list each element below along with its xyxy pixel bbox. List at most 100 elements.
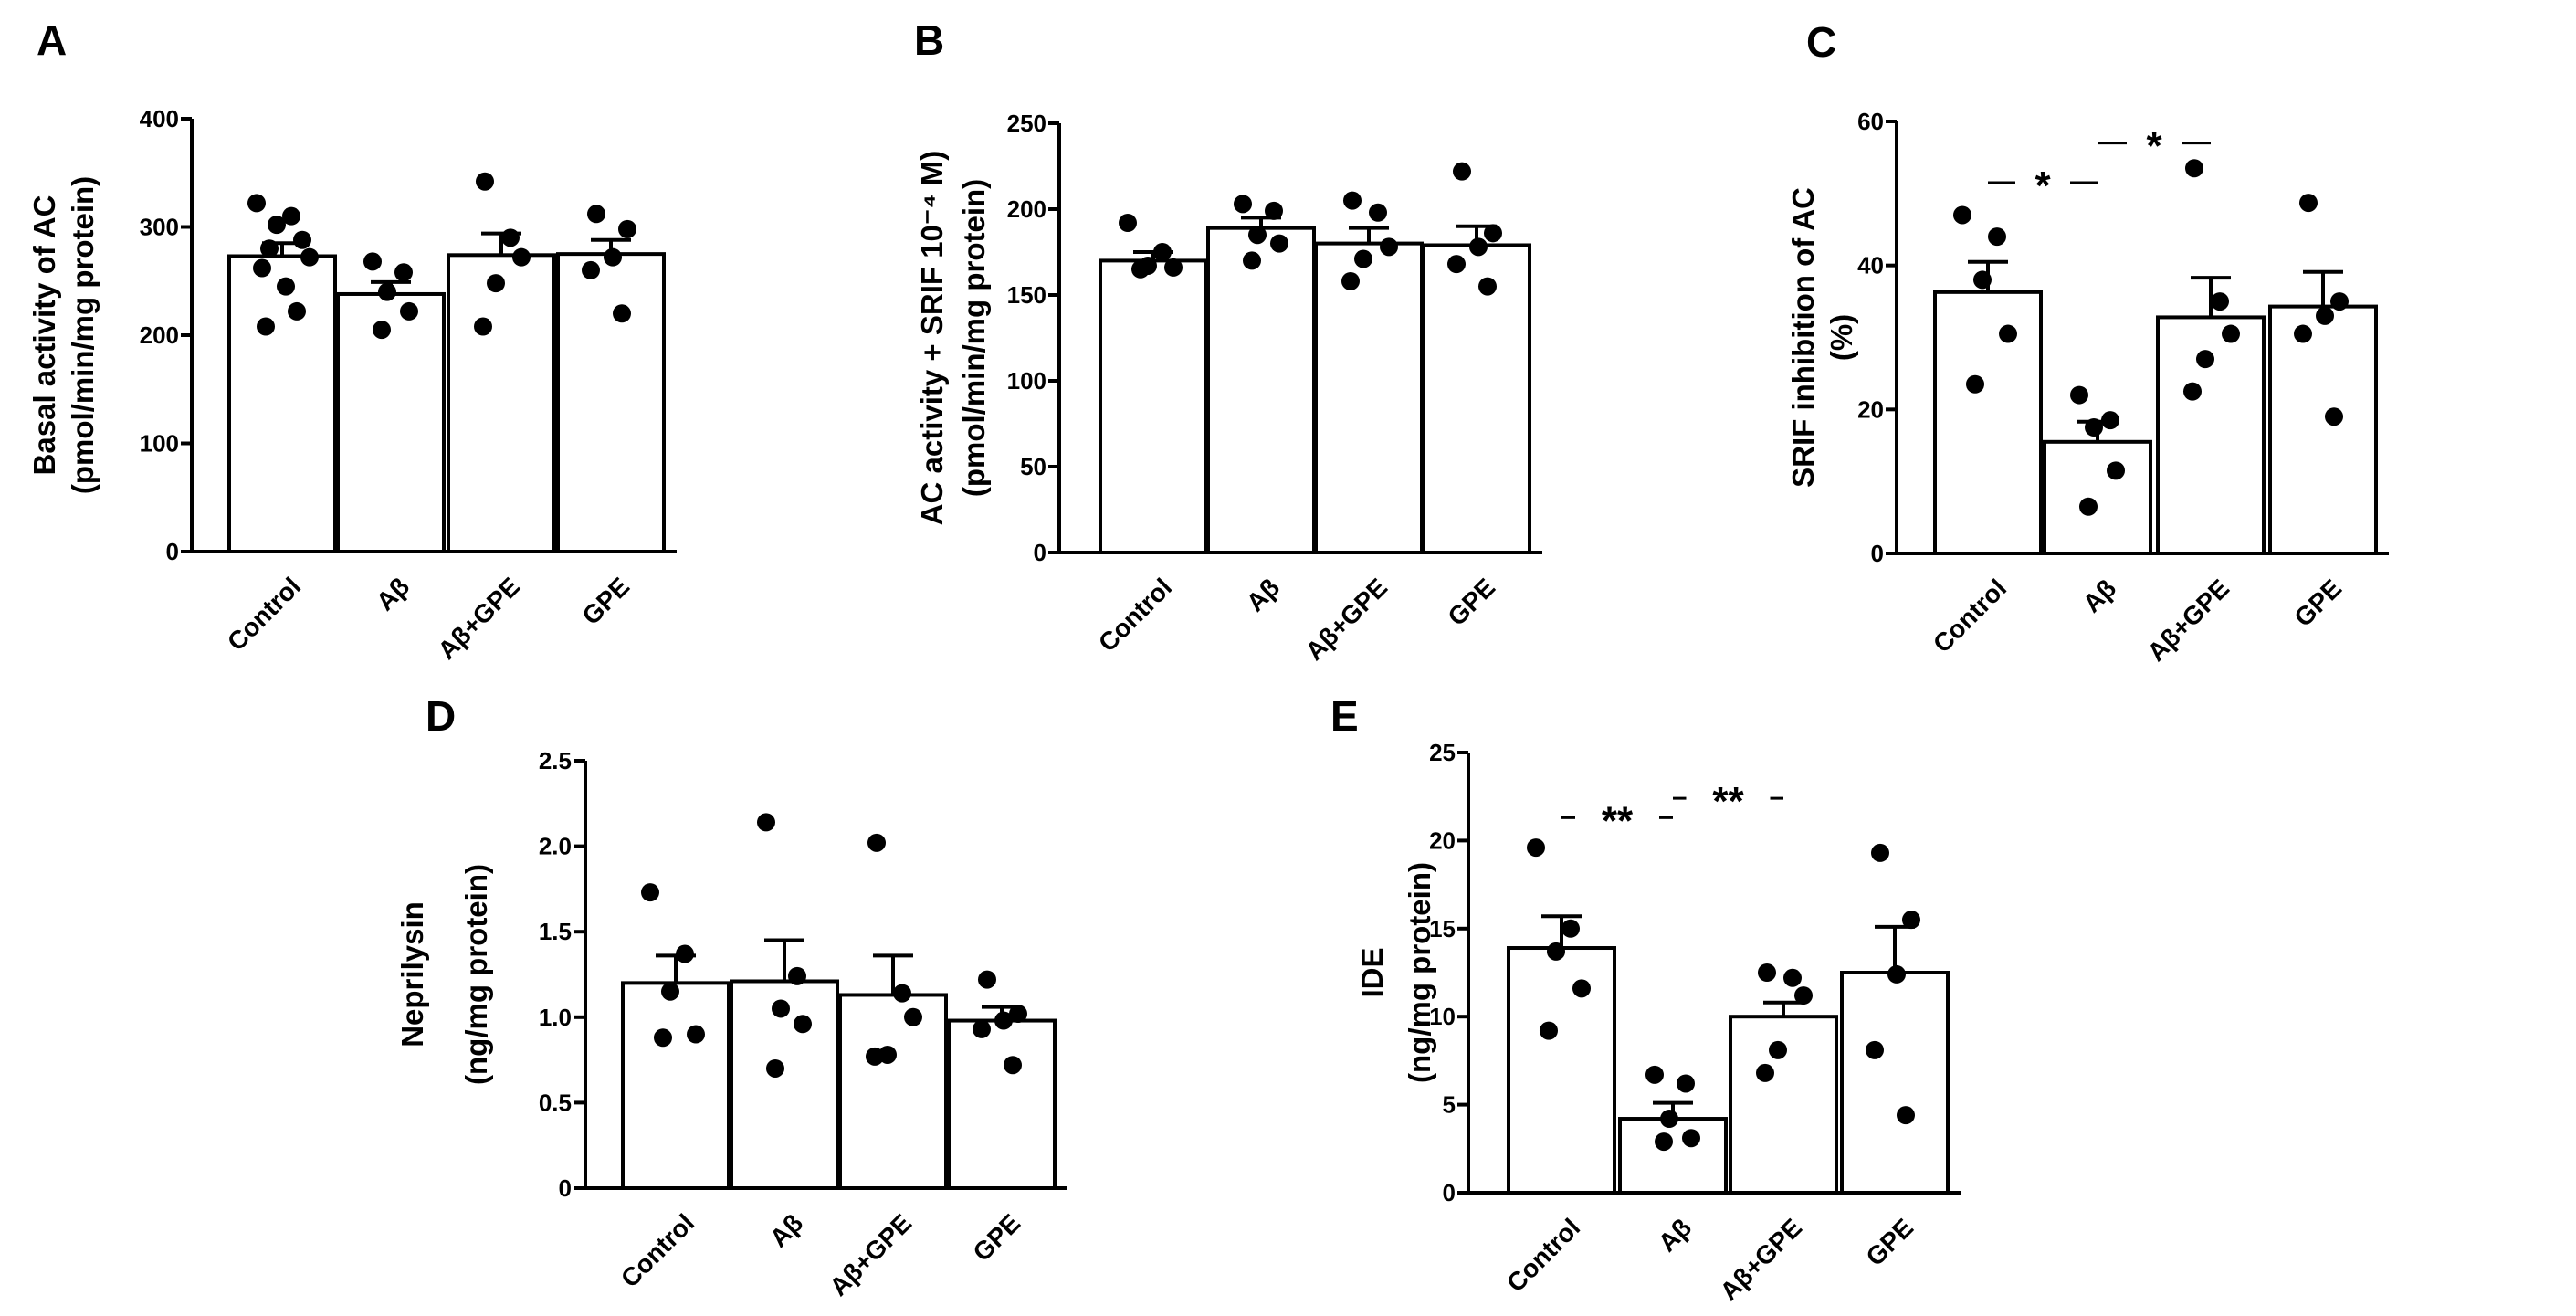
y-tick-label: 100 (140, 430, 179, 458)
data-point (1341, 271, 1360, 290)
y-axis-title: (pmol/min/mg protein) (66, 176, 100, 494)
bar-1 (336, 291, 446, 553)
y-axis-title: AC activity + SRIF 10⁻⁴ M) (915, 151, 949, 526)
category-label: Control (1501, 1213, 1585, 1297)
category-label: Control (615, 1208, 699, 1292)
y-tick-label: 5 (1443, 1091, 1456, 1119)
data-point (1953, 205, 1971, 225)
data-point (641, 883, 659, 902)
y-tick-label: 1.5 (539, 918, 572, 945)
significance-label: ** (1602, 798, 1634, 843)
data-point (973, 1019, 991, 1038)
bar-0 (227, 254, 337, 553)
data-point (1547, 942, 1565, 961)
bar-0 (1933, 290, 2043, 555)
y-tick-label: 150 (1007, 281, 1046, 309)
y-tick-label: 0 (1034, 539, 1046, 566)
data-point (1265, 201, 1283, 220)
data-point (2196, 350, 2214, 369)
bar-1 (1206, 226, 1316, 554)
data-point (904, 1007, 922, 1026)
y-tick-label: 40 (1857, 252, 1884, 279)
data-point (253, 258, 271, 278)
data-point (994, 1011, 1013, 1030)
data-point (1234, 195, 1252, 214)
bar-1 (1618, 1117, 1728, 1195)
data-point (2185, 159, 2203, 178)
y-axis-title: (ng/mg protein) (1403, 862, 1436, 1083)
y-tick-label: 20 (1429, 826, 1456, 854)
y-tick-label: 2.0 (539, 833, 572, 860)
data-point (257, 317, 275, 336)
data-point (1677, 1074, 1695, 1093)
category-label: Control (1928, 574, 2012, 658)
data-point (1380, 237, 1398, 257)
data-point (1004, 1056, 1022, 1075)
category-label: GPE (1861, 1213, 1919, 1271)
data-point (1794, 986, 1813, 1005)
y-tick-label: 0 (1871, 540, 1884, 567)
data-point (1769, 1040, 1787, 1059)
data-point (394, 263, 413, 282)
data-point (866, 1047, 884, 1066)
significance-label: * (2035, 163, 2051, 208)
y-tick-label: 300 (140, 214, 179, 241)
data-point (1999, 324, 2017, 343)
y-tick-label: 100 (1007, 367, 1046, 395)
data-point (487, 274, 505, 293)
chart-panel-e: E 0 5 10 15 20 25 IDE (ng/mg protein) Control Aβ Aβ… (1330, 692, 1961, 1306)
data-point (288, 301, 306, 321)
data-point (1973, 270, 1992, 290)
data-point (2316, 306, 2334, 325)
data-point (501, 228, 520, 247)
data-point (687, 1025, 705, 1044)
data-point (1343, 191, 1362, 210)
y-tick-label: 0 (559, 1174, 572, 1202)
category-label: Aβ (1653, 1213, 1697, 1257)
data-point (1131, 259, 1150, 279)
category-label: Aβ (764, 1208, 808, 1252)
bar-3 (947, 1018, 1057, 1190)
data-point (512, 247, 531, 267)
y-tick-label: 2.5 (539, 747, 572, 774)
data-point (1988, 227, 2006, 247)
y-tick-label: 20 (1857, 395, 1884, 423)
data-point (2294, 324, 2312, 343)
data-point (1469, 237, 1488, 257)
chart-panel-b: B 0 50 100 150 200 250 AC activity + SRIF 10⁻⁴ … (914, 16, 1542, 666)
data-point (1164, 258, 1183, 277)
data-point (400, 301, 418, 321)
data-point (2101, 411, 2119, 430)
data-point (1682, 1129, 1700, 1148)
data-point (277, 277, 295, 296)
bar-2 (447, 253, 556, 553)
data-point (476, 172, 494, 191)
category-label: Aβ+GPE (433, 572, 526, 665)
bar-0 (621, 981, 731, 1190)
data-point (247, 194, 266, 213)
category-label: Aβ+GPE (2142, 574, 2235, 667)
category-label: Aβ (1241, 573, 1285, 616)
panel-letter: B (914, 16, 944, 64)
data-point (474, 317, 492, 336)
data-point (604, 247, 622, 267)
data-point (582, 260, 600, 279)
data-point (260, 239, 279, 258)
data-point (373, 321, 391, 340)
y-axis-title: (ng/mg protein) (459, 864, 493, 1085)
data-point (1270, 234, 1288, 253)
category-label: GPE (577, 572, 636, 630)
bar-1 (2043, 439, 2152, 555)
significance-label: ** (1712, 779, 1744, 824)
data-point (1354, 249, 1372, 268)
data-point (2107, 461, 2125, 480)
y-axis-title: Basal activity of AC (27, 195, 61, 476)
y-tick-label: 0 (1443, 1179, 1456, 1206)
data-point (1866, 1040, 1884, 1059)
panel-letter: C (1806, 18, 1836, 66)
bar-3 (1840, 971, 1950, 1195)
y-tick-label: 1.0 (539, 1004, 572, 1031)
data-point (978, 970, 996, 989)
y-tick-label: 25 (1429, 739, 1456, 766)
data-point (1966, 374, 1984, 394)
